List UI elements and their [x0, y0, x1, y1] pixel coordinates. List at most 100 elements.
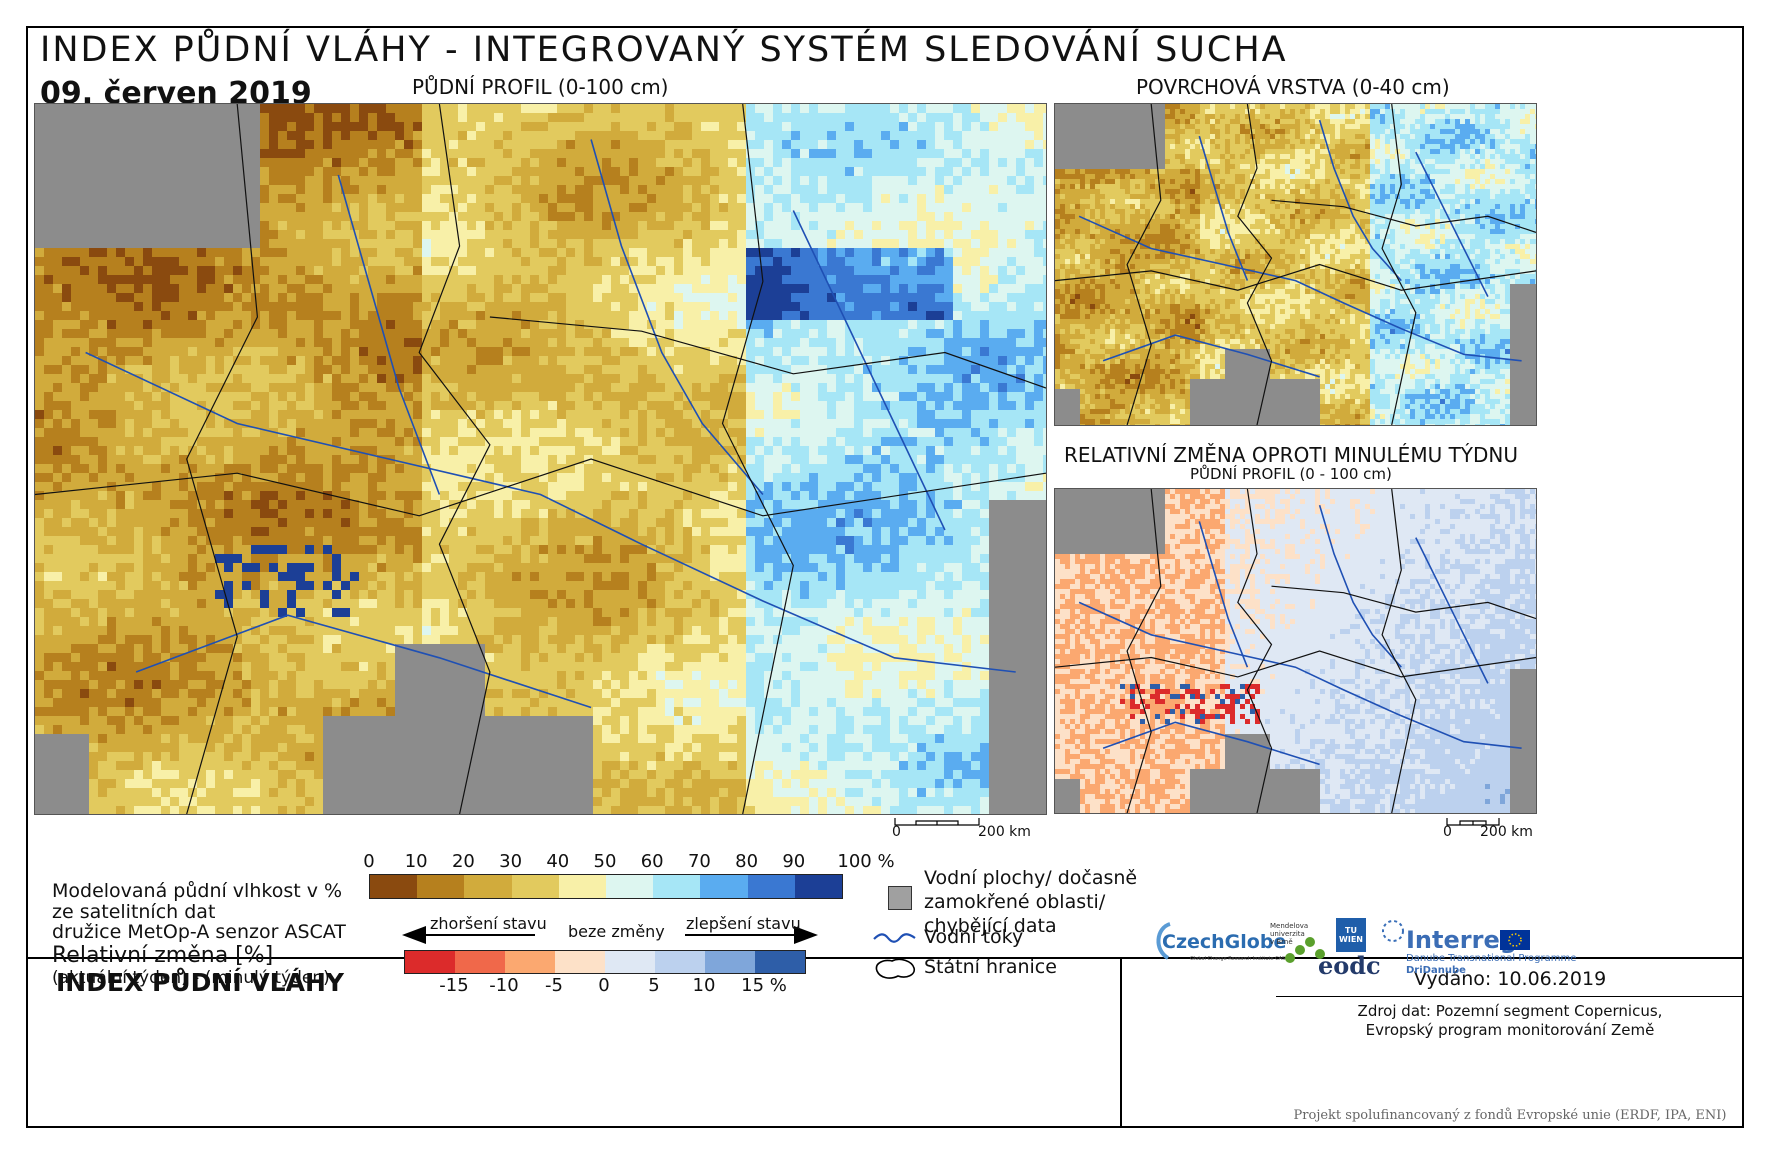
source-line-1: Zdroj dat: Pozemní segment Copernicus, — [1357, 1002, 1663, 1020]
river-2 — [1318, 504, 1402, 668]
moisture-tick-3: 30 — [499, 851, 523, 872]
issued-date: Vydáno: 10.06.2019 — [1413, 968, 1607, 990]
moisture-tick-1: 10 — [404, 851, 428, 872]
change-tick-6: 15 % — [741, 975, 787, 996]
change-tick-4: 5 — [648, 975, 660, 996]
river-3 — [1102, 334, 1320, 378]
moisture-swatch-0 — [370, 875, 418, 898]
tu-wien-logo-box — [1336, 918, 1366, 952]
key-water-line-1: Vodní plochy/ dočasně — [924, 867, 1138, 889]
legend-desc-1: Modelovaná půdní vlhkost v % — [52, 880, 343, 902]
border-1 — [1055, 263, 1536, 291]
small-scalebar — [1446, 818, 1500, 826]
data-source: Zdroj dat: Pozemní segment Copernicus, E… — [1276, 1002, 1744, 1040]
main-scale-zero: 0 — [892, 824, 901, 840]
moisture-swatch-7 — [700, 875, 748, 898]
border-4 — [1271, 199, 1536, 233]
nochange-label: beze změny — [568, 922, 665, 941]
change-tick-5: 10 — [692, 975, 716, 996]
moisture-tick-6: 60 — [640, 851, 664, 872]
czechglobe-logo: CzechGlobe — [1162, 931, 1287, 953]
key-rivers-label: Vodní toky — [924, 926, 1024, 948]
legend-desc-2: ze satelitních dat — [52, 901, 216, 923]
interreg-sub-2: DriDanube — [1406, 965, 1466, 976]
legend-area — [26, 957, 1744, 1128]
river-1 — [1198, 135, 1249, 281]
small-scale-distance: 200 km — [1480, 824, 1533, 840]
change-map-label: RELATIVNÍ ZMĚNA OPROTI MINULÉMU TÝDNU — [1064, 443, 1519, 467]
issued-divider — [1276, 996, 1744, 997]
moisture-tick-0: 0 — [363, 851, 375, 872]
key-water-line-3: chybějící data — [924, 915, 1057, 937]
river-3 — [135, 614, 592, 709]
main-soil-moisture-map — [34, 103, 1047, 815]
interreg-sub-1: Danube Transnational Programme — [1406, 953, 1577, 964]
moisture-swatch-5 — [606, 875, 654, 898]
border-4 — [489, 316, 1046, 389]
change-swatch-2 — [505, 951, 555, 973]
moisture-swatch-8 — [747, 875, 795, 898]
main-map-label: PŮDNÍ PROFIL (0-100 cm) — [412, 75, 669, 99]
border-2 — [721, 104, 794, 814]
change-swatch-4 — [605, 951, 655, 973]
river-2 — [1318, 119, 1402, 282]
change-swatch-6 — [705, 951, 755, 973]
river-4 — [792, 210, 946, 531]
river-0 — [1078, 215, 1522, 362]
surface-map-label: POVRCHOVÁ VRSTVA (0-40 cm) — [1136, 75, 1450, 99]
change-tick-0: -15 — [439, 975, 469, 996]
better-label: zlepšení stavu — [686, 914, 801, 933]
moisture-tick-4: 40 — [546, 851, 570, 872]
mendel-logo: Mendelova univerzita v Brně — [1270, 922, 1309, 946]
change-swatch-3 — [555, 951, 605, 973]
moisture-tick-8: 80 — [735, 851, 759, 872]
river-symbol — [873, 933, 916, 943]
river-1 — [1198, 521, 1249, 668]
change-tick-2: -5 — [545, 975, 563, 996]
moisture-tick-5: 50 — [593, 851, 617, 872]
worse-label: zhoršení stavu — [430, 914, 547, 933]
trend-arrows — [402, 926, 818, 944]
moisture-color-ramp — [369, 874, 843, 899]
small-scale-zero: 0 — [1443, 824, 1452, 840]
river-0 — [85, 351, 1016, 673]
river-4 — [1415, 151, 1489, 297]
change-map-sublabel: PŮDNÍ PROFIL (0 - 100 cm) — [1190, 465, 1392, 483]
missing-data-swatch — [888, 886, 912, 910]
page-title: INDEX PŮDNÍ VLÁHY - INTEGROVANÝ SYSTÉM S… — [40, 30, 1288, 70]
border-0 — [418, 104, 491, 814]
legend-divider — [1120, 957, 1122, 1128]
border-0 — [1237, 104, 1273, 425]
moisture-swatch-9 — [794, 875, 843, 898]
moisture-tick-9: 90 — [782, 851, 806, 872]
river-3 — [1102, 721, 1320, 766]
border-0 — [1237, 489, 1273, 813]
moisture-tick-10: 100 % — [837, 851, 895, 872]
moisture-swatch-3 — [511, 875, 559, 898]
relative-change-map — [1054, 488, 1537, 814]
border-3 — [186, 104, 259, 814]
funding-note: Projekt spolufinancovaný z fondů Evropsk… — [1293, 1108, 1727, 1123]
main-scalebar — [894, 818, 980, 826]
main-map-canvas — [35, 104, 1046, 814]
moisture-tick-2: 20 — [451, 851, 475, 872]
border-3 — [1126, 489, 1162, 813]
legend-desc-3: družice MetOp-A senzor ASCAT — [52, 921, 346, 943]
border-2 — [1381, 104, 1417, 425]
surface-layer-map — [1054, 103, 1537, 426]
main-scale-distance: 200 km — [978, 824, 1031, 840]
river-4 — [1415, 537, 1489, 684]
czechglobe-logo-icon — [1156, 922, 1171, 960]
interreg-logo: Interreg — [1406, 926, 1517, 954]
border-1 — [35, 458, 1046, 517]
change-swatch-7 — [755, 951, 805, 973]
border-3 — [1126, 104, 1162, 425]
eu-flag-icon — [1500, 930, 1530, 950]
border-1 — [1055, 650, 1536, 678]
moisture-tick-7: 70 — [687, 851, 711, 872]
source-line-2: Evropský program monitorování Země — [1365, 1021, 1655, 1039]
change-legend-title: Relativní změna [%] — [52, 943, 274, 968]
mendel-dots-icon — [1285, 937, 1325, 963]
interreg-emblem-icon — [1382, 920, 1404, 942]
surface-map-canvas — [1055, 104, 1536, 425]
